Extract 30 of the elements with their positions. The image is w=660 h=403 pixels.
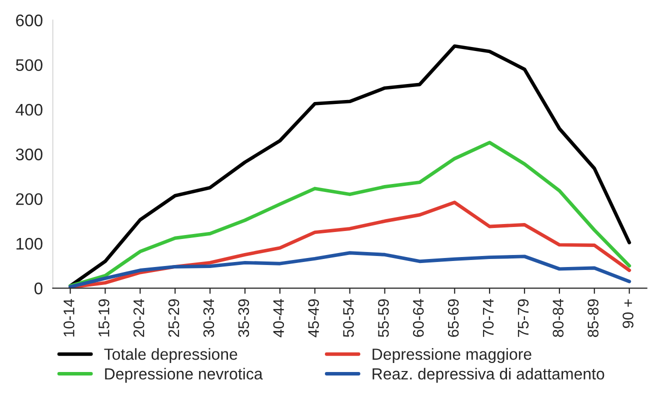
y-tick-label: 600 [16,14,42,26]
y-tick-label: 100 [16,238,42,250]
legend-label: Totale depressione [104,348,238,364]
x-tick-label: 60-64 [412,299,424,337]
legend-label: Reaz. depressiva di adattamento [372,368,604,383]
x-tick-label: 75-79 [518,299,529,337]
y-tick-label: 0 [34,282,42,294]
line-series [68,140,632,288]
x-tick-label: 20-24 [133,299,144,337]
legend-label: Depressione maggiore [372,348,532,364]
line-series [68,251,632,288]
x-tick-label: 45-49 [308,299,319,338]
x-tick-label: 90 + [622,299,634,328]
x-tick-label: 10-14 [64,299,74,336]
y-tick-label: 300 [16,148,42,160]
x-tick-label: 25-29 [168,299,180,337]
y-tick-label: 200 [16,193,42,206]
legend-label: Depressione nevrotica [105,368,263,383]
x-tick-label: 35-39 [238,299,250,338]
y-tick-label: 500 [16,59,42,72]
x-tick-label: 85-89 [588,299,598,337]
x-tick-label: 15-19 [98,299,110,336]
x-tick-label: 70-74 [482,299,494,337]
x-tick-label: 50-54 [343,299,354,338]
x-tick-label: 80-84 [552,299,564,337]
y-tick-label: 400 [16,104,42,116]
x-tick-label: 40-44 [273,299,284,338]
x-tick-label: 65-69 [448,299,459,337]
x-tick-label: 30-34 [203,299,214,338]
x-tick-label: 55-59 [378,299,389,338]
